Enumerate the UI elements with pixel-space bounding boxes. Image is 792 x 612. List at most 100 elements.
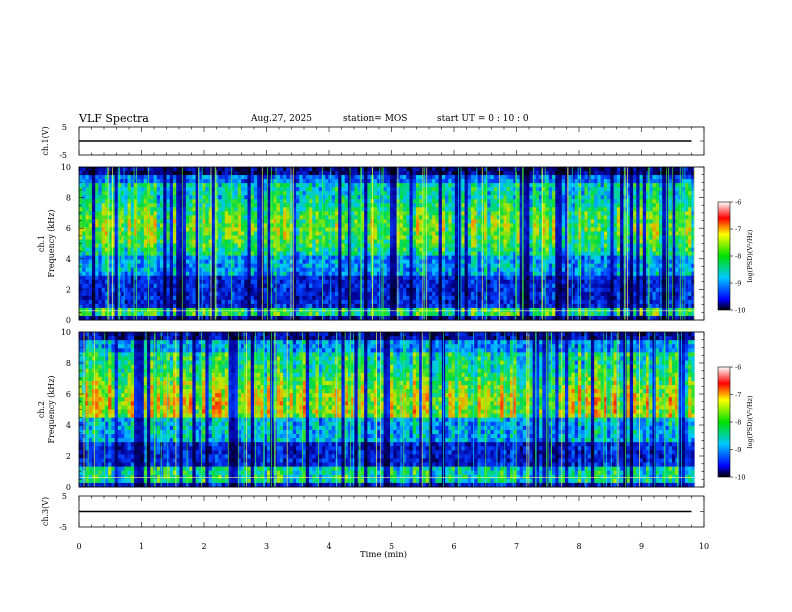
spectrogram-cell bbox=[160, 187, 164, 192]
spectrogram-cell bbox=[98, 187, 103, 192]
spectrogram-cell bbox=[467, 207, 472, 212]
spectrogram-cell bbox=[471, 295, 475, 301]
spectrogram-cell bbox=[396, 239, 401, 244]
spectrogram-cell bbox=[279, 315, 284, 321]
spectrogram-cell bbox=[101, 295, 106, 301]
spectrogram-cell bbox=[422, 303, 427, 309]
spectrogram-cell bbox=[331, 283, 336, 289]
spectrogram-cell bbox=[458, 235, 462, 240]
spectrogram-cell bbox=[487, 275, 491, 281]
spectrogram-cell bbox=[477, 211, 482, 216]
spectrogram-cell bbox=[205, 291, 210, 297]
spectrogram-cell bbox=[179, 299, 184, 305]
spectrogram-cell bbox=[441, 199, 446, 204]
spectrogram-cell bbox=[253, 231, 258, 236]
spectrogram-cell bbox=[344, 207, 349, 212]
spectrogram-cell bbox=[176, 279, 180, 285]
spectrogram-cell bbox=[276, 191, 281, 196]
spectrogram-cell bbox=[130, 243, 135, 248]
spectrogram-cell bbox=[283, 239, 287, 244]
spectrogram-cell bbox=[276, 207, 281, 212]
spectrogram-cell bbox=[266, 191, 271, 196]
spectrogram-cell bbox=[221, 267, 226, 273]
spectrogram-cell bbox=[156, 259, 161, 265]
spectrogram-cell bbox=[338, 291, 342, 297]
spectrogram-cell bbox=[247, 291, 252, 297]
spectrogram-cell bbox=[286, 203, 291, 208]
spectrogram-cell bbox=[198, 239, 203, 244]
spectrogram-cell bbox=[195, 251, 200, 256]
spectrogram-cell bbox=[134, 255, 138, 261]
spectrogram-cell bbox=[399, 251, 404, 256]
spectrogram-cell bbox=[279, 251, 284, 256]
spectrogram-cell bbox=[383, 279, 388, 285]
spectrogram-cell bbox=[176, 175, 180, 180]
spectrogram-cell bbox=[322, 167, 326, 172]
spectrogram-cell bbox=[273, 263, 278, 269]
spectrogram-cell bbox=[351, 307, 355, 313]
spectrogram-cell bbox=[435, 179, 440, 184]
spectrogram-cell bbox=[296, 231, 300, 236]
spectrogram-cell bbox=[338, 179, 342, 184]
spectrogram-cell bbox=[425, 255, 430, 261]
spectrogram-cell bbox=[202, 183, 206, 188]
spectrogram-cell bbox=[341, 231, 346, 236]
spectrogram-cell bbox=[399, 183, 404, 188]
spectrogram-cell bbox=[121, 231, 125, 236]
spectrogram-cell bbox=[211, 259, 216, 265]
spectrogram-cell bbox=[237, 283, 242, 289]
spectrogram-cell bbox=[134, 199, 138, 204]
spectrogram-cell bbox=[338, 243, 342, 248]
spectrogram-cell bbox=[185, 295, 190, 301]
spectrogram-cell bbox=[318, 251, 323, 256]
spectrogram-cell bbox=[156, 247, 161, 252]
spectrogram-cell bbox=[143, 295, 148, 301]
spectrogram-cell bbox=[130, 191, 135, 196]
spectrogram-cell bbox=[198, 211, 203, 216]
spectrogram-cell bbox=[134, 291, 138, 297]
spectrogram-cell bbox=[448, 299, 453, 305]
spectrogram-cell bbox=[179, 243, 184, 248]
spectrogram-cell bbox=[441, 187, 446, 192]
spectrogram-cell bbox=[441, 307, 446, 313]
spectrogram-cell bbox=[101, 311, 106, 317]
spectrogram-cell bbox=[108, 175, 112, 180]
spectrogram-cell bbox=[221, 191, 226, 196]
spectrogram-cell bbox=[195, 279, 200, 285]
spectrogram-cell bbox=[296, 223, 300, 228]
spectrogram-cell bbox=[244, 243, 248, 248]
spectrogram-cell bbox=[160, 207, 164, 212]
spectrogram-cell bbox=[182, 259, 187, 265]
spectrogram-cell bbox=[360, 263, 365, 269]
spectrogram-cell bbox=[351, 171, 355, 176]
spectrogram-cell bbox=[185, 271, 190, 277]
spectrogram-cell bbox=[283, 247, 287, 252]
spectrogram-cell bbox=[163, 303, 167, 309]
spectrogram-cell bbox=[467, 231, 472, 236]
spectrogram-cell bbox=[179, 183, 184, 188]
spectrogram-cell bbox=[292, 179, 297, 184]
spectrogram-cell bbox=[156, 179, 161, 184]
spectrogram-cell bbox=[88, 227, 93, 232]
spectrogram-cell bbox=[166, 311, 171, 317]
spectrogram-cell bbox=[205, 199, 210, 204]
spectrogram-cell bbox=[309, 243, 313, 248]
spectrogram-cell bbox=[377, 247, 381, 252]
spectrogram-cell bbox=[189, 311, 193, 317]
spectrogram-cell bbox=[438, 191, 443, 196]
spectrogram-cell bbox=[315, 235, 320, 240]
spectrogram-cell bbox=[121, 295, 125, 301]
spectrogram-cell bbox=[428, 203, 433, 208]
spectrogram-cell bbox=[367, 239, 372, 244]
spectrogram-cell bbox=[279, 303, 284, 309]
spectrogram-cell bbox=[328, 267, 333, 273]
spectrogram-cell bbox=[399, 299, 404, 305]
spectrogram-cell bbox=[305, 247, 310, 252]
spectrogram-cell bbox=[477, 207, 482, 212]
spectrogram-cell bbox=[393, 211, 397, 216]
spectrogram-cell bbox=[445, 167, 449, 172]
spectrogram-cell bbox=[445, 203, 449, 208]
spectrogram-cell bbox=[441, 239, 446, 244]
spectrogram-cell bbox=[396, 291, 401, 297]
spectrogram-cell bbox=[114, 283, 119, 289]
